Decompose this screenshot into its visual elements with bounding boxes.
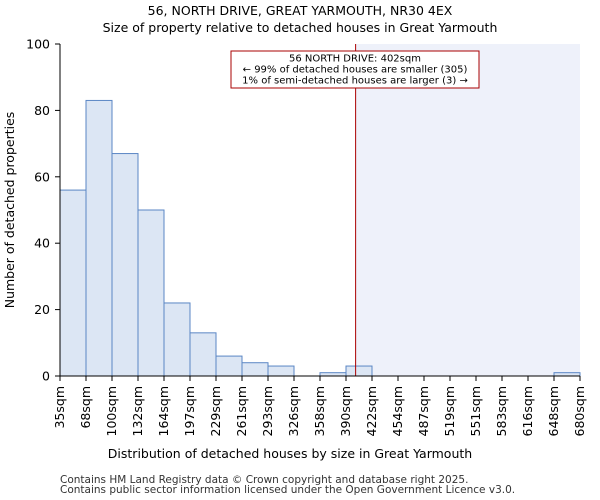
x-tick-label-422sqm: 422sqm [364, 386, 379, 436]
x-axis-label: Distribution of detached houses by size … [108, 446, 472, 461]
x-tick-label-583sqm: 583sqm [494, 386, 509, 436]
annotation-larger: 1% of semi-detached houses are larger (3… [242, 76, 468, 87]
bar-132sqm [137, 209, 165, 377]
x-tick-label-132sqm: 132sqm [130, 386, 145, 436]
x-tick-label-100sqm: 100sqm [104, 386, 119, 436]
bar-164sqm [163, 302, 191, 377]
footer-licence: Contains public sector information licen… [60, 484, 516, 496]
x-tick-label-293sqm: 293sqm [260, 386, 275, 436]
x-tick-label-164sqm: 164sqm [156, 386, 171, 436]
chart-title-address: 56, NORTH DRIVE, GREAT YARMOUTH, NR30 4E… [147, 3, 453, 18]
x-tick-label-551sqm: 551sqm [468, 386, 483, 436]
highlight-region [355, 44, 580, 376]
x-tick-label-68sqm: 68sqm [78, 386, 93, 429]
bar-35sqm [59, 189, 87, 377]
x-tick-label-261sqm: 261sqm [234, 386, 249, 436]
x-tick-label-487sqm: 487sqm [416, 386, 431, 436]
y-axis-label: Number of detached properties [2, 112, 17, 309]
bar-293sqm [267, 365, 295, 377]
y-tick-label-60: 60 [34, 169, 50, 184]
x-tick-label-519sqm: 519sqm [442, 386, 457, 436]
x-tick-label-229sqm: 229sqm [208, 386, 223, 436]
bar-100sqm [111, 153, 139, 377]
annotation-smaller: ← 99% of detached houses are smaller (30… [243, 65, 468, 76]
x-tick-label-648sqm: 648sqm [546, 386, 561, 436]
x-tick-label-358sqm: 358sqm [312, 386, 327, 436]
footer-copyright: Contains HM Land Registry data © Crown c… [60, 474, 469, 486]
x-tick-label-616sqm: 616sqm [520, 386, 535, 436]
x-tick-label-197sqm: 197sqm [182, 386, 197, 436]
chart-title-description: Size of property relative to detached ho… [102, 20, 498, 35]
bar-68sqm [85, 99, 113, 377]
annotation-box [230, 50, 480, 89]
y-tick-label-0: 0 [42, 369, 50, 384]
y-tick-label-20: 20 [34, 302, 50, 317]
x-tick-label-326sqm: 326sqm [286, 386, 301, 436]
bar-197sqm [189, 332, 217, 377]
bar-390sqm [345, 365, 373, 377]
bar-261sqm [241, 362, 269, 377]
bar-229sqm [215, 355, 243, 377]
y-tick-label-80: 80 [34, 103, 50, 118]
y-tick-label-100: 100 [26, 37, 50, 52]
annotation-title: 56 NORTH DRIVE: 402sqm [289, 54, 421, 65]
x-tick-label-35sqm: 35sqm [52, 386, 67, 429]
x-tick-label-454sqm: 454sqm [390, 386, 405, 436]
y-tick-label-40: 40 [34, 236, 50, 251]
x-tick-label-680sqm: 680sqm [572, 386, 587, 436]
x-tick-label-390sqm: 390sqm [338, 386, 353, 436]
